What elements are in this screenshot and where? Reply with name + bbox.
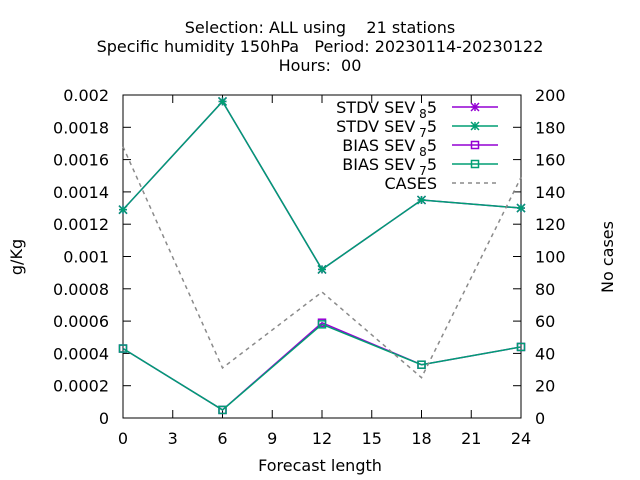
data-point	[317, 264, 327, 274]
x-tick-label: 18	[411, 429, 431, 448]
y2-tick-label: 60	[535, 312, 555, 331]
y-tick-label: 0.0012	[53, 215, 109, 234]
y-tick-label: 0.0014	[53, 183, 109, 202]
y-tick-label: 0.0004	[53, 344, 109, 363]
legend-label: BIAS SEV 85	[342, 136, 437, 159]
y2-tick-label: 160	[535, 151, 566, 170]
legend-marker	[470, 102, 480, 112]
x-tick-label: 21	[461, 429, 481, 448]
data-point	[217, 96, 228, 106]
series-2	[118, 318, 526, 415]
series-line	[122, 321, 522, 411]
series-4	[122, 146, 522, 379]
x-tick-label: 15	[362, 429, 382, 448]
y-tick-label: 0.001	[63, 248, 109, 267]
legend-label: CASES	[384, 174, 437, 193]
y-tick-label: 0	[99, 409, 109, 428]
series-line	[122, 323, 522, 411]
y-tick-label: 0.002	[63, 86, 109, 105]
y2-tick-label: 80	[535, 280, 555, 299]
y-tick-label: 0.0008	[53, 280, 109, 299]
legend-label: STDV SEV 75	[336, 117, 437, 140]
series-3	[118, 320, 526, 415]
y2-tick-label: 140	[535, 183, 566, 202]
legend-label: STDV SEV 85	[336, 98, 437, 121]
data-point	[118, 205, 128, 215]
series-line	[122, 146, 522, 379]
series-0	[118, 96, 526, 274]
y2-tick-label: 120	[535, 215, 566, 234]
y2-tick-label: 180	[535, 118, 566, 137]
y2-tick-label: 0	[535, 409, 545, 428]
data-point	[416, 195, 427, 205]
data-point	[118, 344, 128, 353]
y-tick-label: 0.0002	[53, 377, 109, 396]
x-tick-label: 6	[217, 429, 227, 448]
y2-axis-label: No cases	[598, 221, 617, 293]
data-point	[516, 342, 526, 352]
y-tick-label: 0.0018	[53, 118, 109, 137]
x-tick-label: 0	[118, 429, 128, 448]
x-axis-label: Forecast length	[258, 456, 382, 475]
y-axis-right: 0 20 40 60 80 100 120 140 160 180 200	[513, 86, 566, 428]
data-point	[317, 320, 327, 329]
y-tick-label: 0.0016	[53, 151, 109, 170]
series	[118, 96, 526, 415]
chart-title-line: Specific humidity 150hPa Period: 2023011…	[97, 37, 544, 56]
data-point	[516, 203, 526, 213]
plot-area	[122, 94, 522, 419]
y-axis-left: 0 0.0002 0.0004 0.0006 0.0008 0.001 0.0012 0.00…	[53, 86, 131, 428]
legend-marker	[470, 159, 480, 169]
y2-tick-label: 20	[535, 377, 555, 396]
chart-title-line: Selection: ALL using 21 stations	[185, 18, 455, 37]
plot-border	[122, 94, 522, 419]
y2-tick-label: 200	[535, 86, 566, 105]
y-tick-label: 0.0006	[53, 312, 109, 331]
series-1	[118, 96, 526, 274]
legend-marker	[470, 121, 480, 131]
x-tick-label: 12	[312, 429, 332, 448]
x-tick-label: 9	[267, 429, 277, 448]
data-point	[218, 405, 227, 415]
x-axis: 0 3 6 9 12 15 18 21 24	[118, 95, 531, 448]
legend-label: BIAS SEV 75	[342, 155, 437, 178]
y-axis-label: g/Kg	[7, 239, 26, 275]
chart-title-line: Hours: 00	[279, 56, 362, 75]
x-tick-label: 3	[168, 429, 178, 448]
y2-tick-label: 40	[535, 344, 555, 363]
chart-title: Selection: ALL using 21 stationsSpecific…	[97, 18, 544, 75]
data-point	[417, 360, 426, 369]
legend-marker	[470, 140, 480, 150]
y2-tick-label: 100	[535, 248, 566, 267]
x-tick-label: 24	[511, 429, 531, 448]
